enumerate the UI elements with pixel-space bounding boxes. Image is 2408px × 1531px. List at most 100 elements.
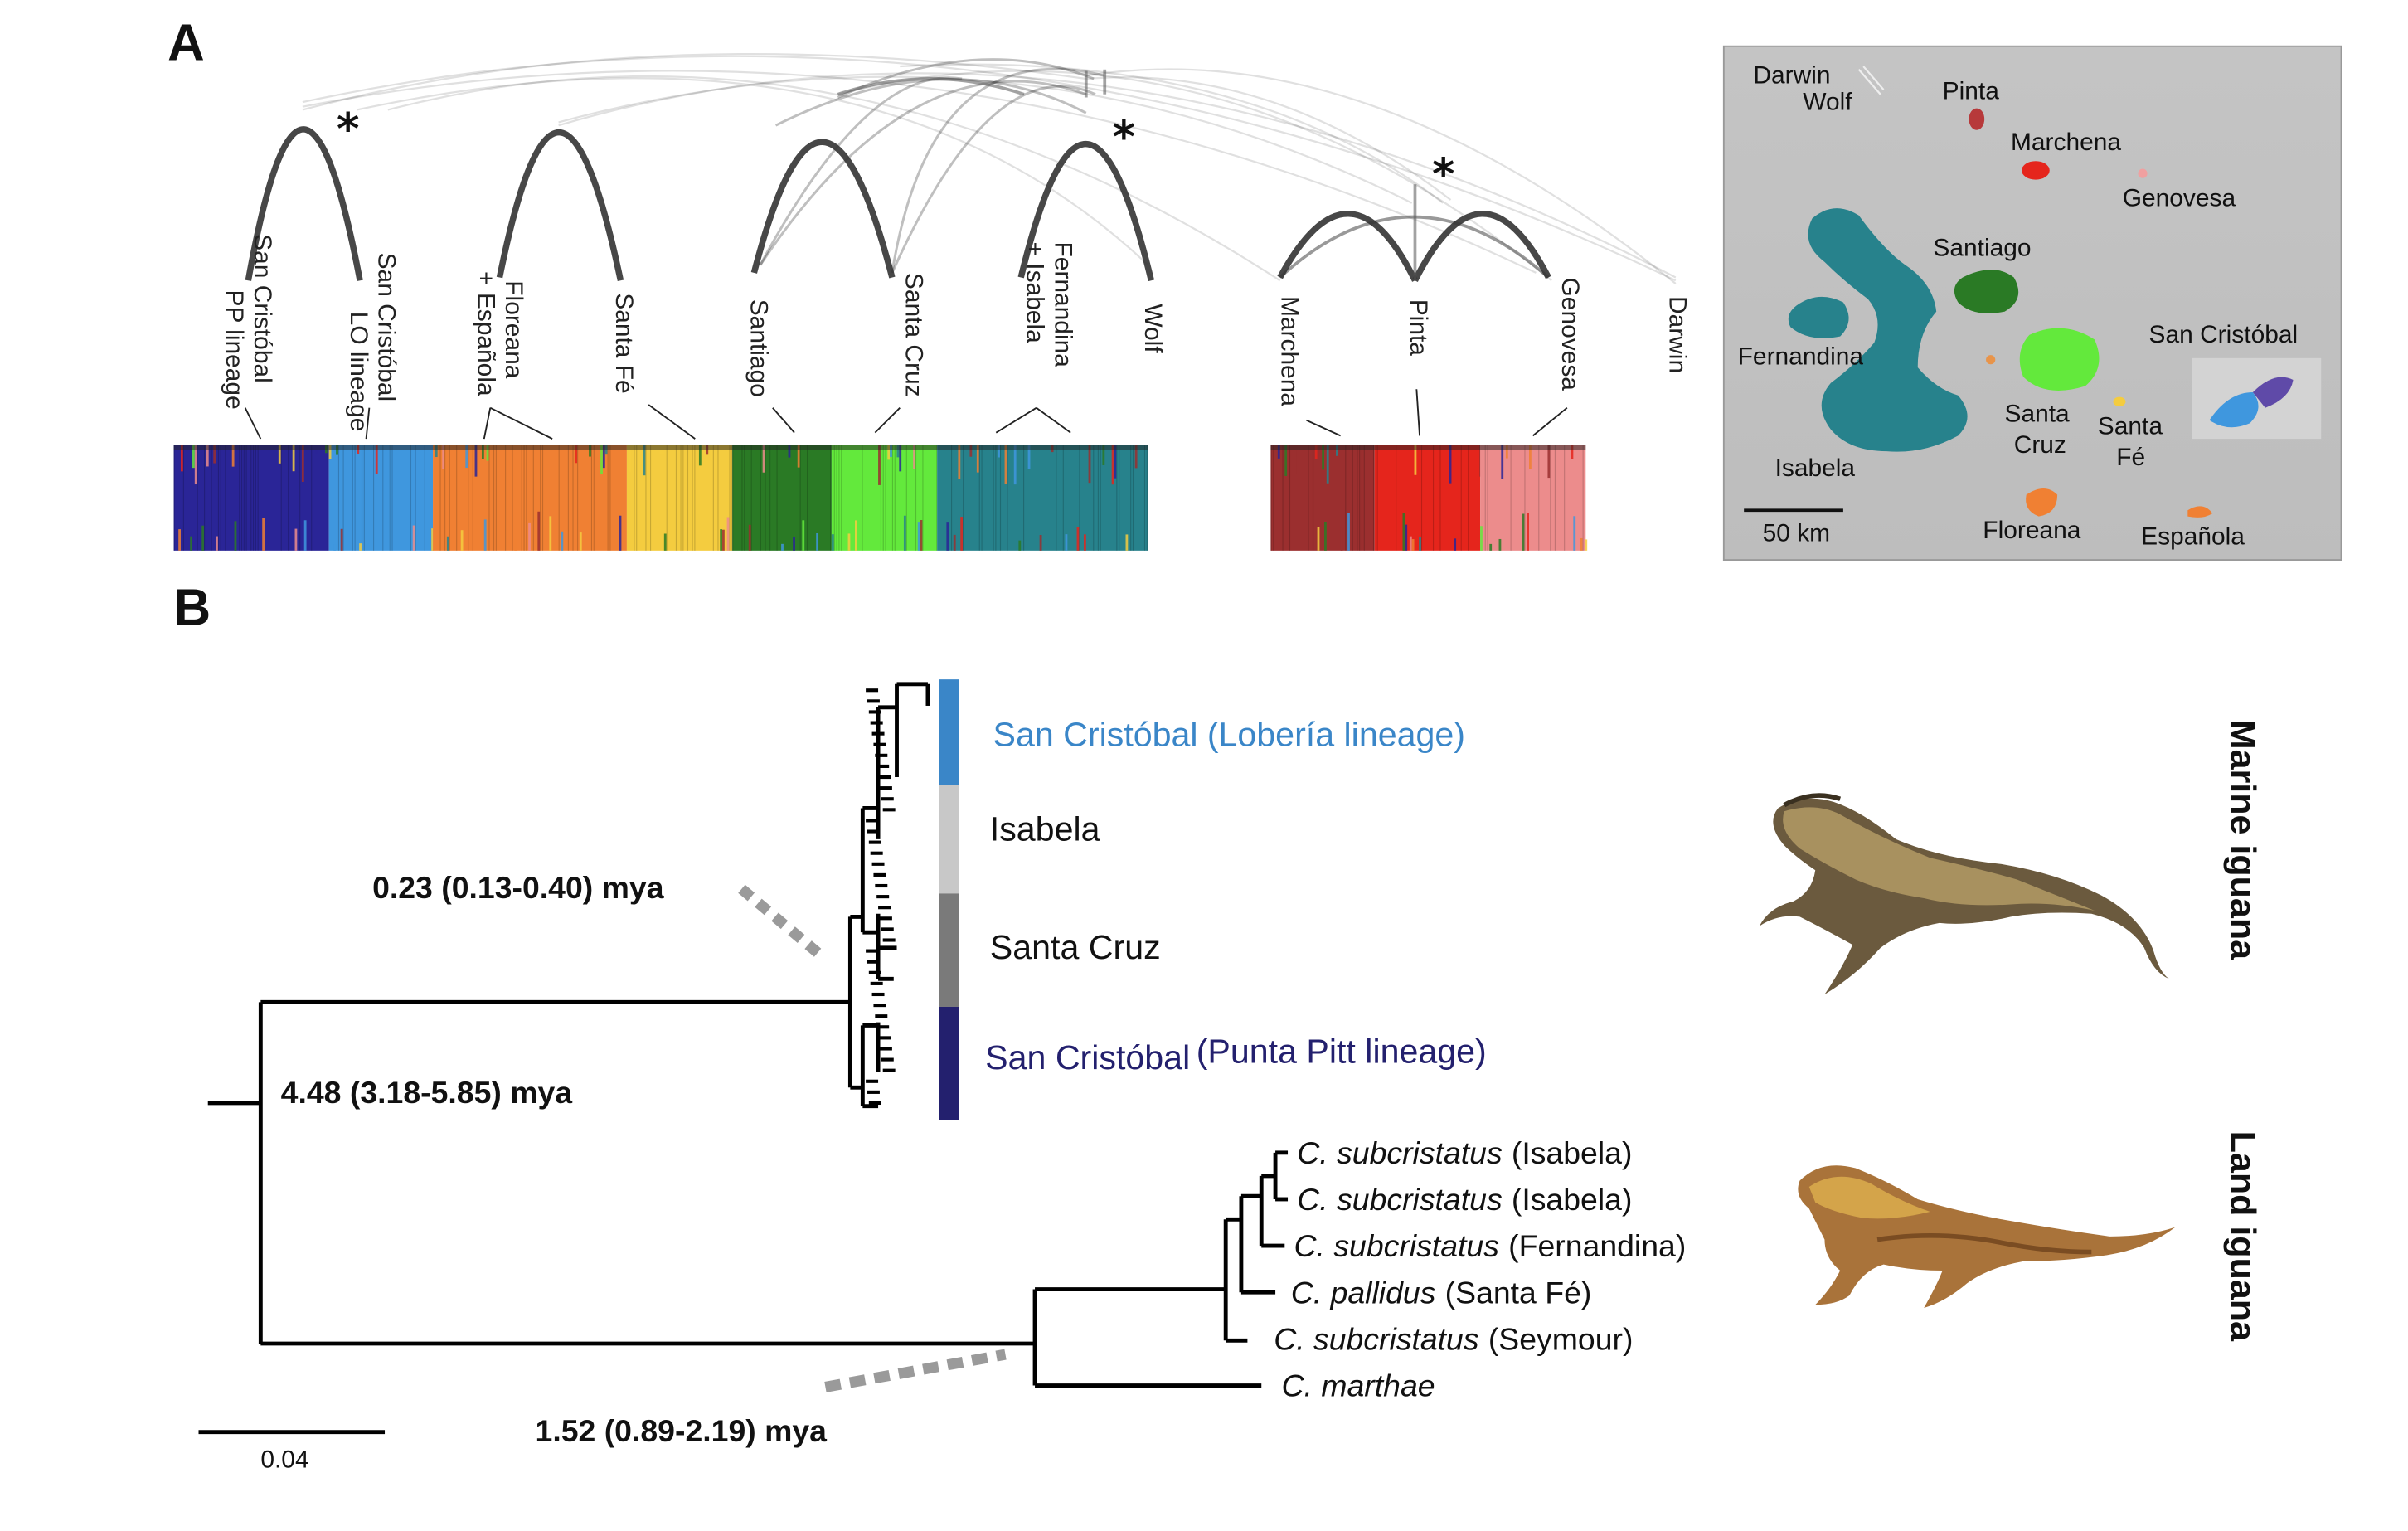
pop-label: Floreana [500, 280, 527, 378]
significance-star: * [337, 104, 359, 155]
admixture-stripe [528, 522, 531, 551]
admixture-stripe [1547, 445, 1551, 479]
admixture-stripe [1501, 445, 1504, 479]
admixture-stripe [1125, 534, 1129, 551]
structure-cap [328, 445, 434, 450]
individual-divider [838, 445, 840, 551]
admixture-stripe [629, 445, 632, 473]
structure-cap [626, 445, 733, 450]
admixture-stripe [1013, 445, 1017, 485]
clade-bar-punta-pitt [939, 1006, 959, 1120]
individual-divider [694, 445, 696, 551]
individual-divider [744, 445, 745, 551]
individual-divider [712, 445, 714, 551]
pop-label: Santiago [745, 299, 773, 397]
individual-divider [891, 445, 894, 551]
individual-divider [1130, 445, 1132, 551]
admixture-stripe [793, 537, 795, 551]
individual-divider [1460, 445, 1462, 551]
island-genovesa [2138, 168, 2148, 178]
admixture-stripe [1317, 527, 1320, 551]
individual-divider [389, 445, 391, 551]
admixture-stripe [748, 524, 751, 551]
individual-divider [1345, 445, 1347, 551]
admixture-stripe [1018, 540, 1022, 551]
land-taxa: C. subcristatus (Isabela) C. subcristatus… [1274, 1135, 1686, 1403]
individual-divider [687, 445, 689, 551]
individual-divider [1100, 445, 1101, 551]
admixture-stripe [589, 445, 591, 457]
admixture-stripe [946, 522, 949, 551]
admixture-stripe [663, 533, 667, 551]
admixture-stripe [1571, 445, 1574, 459]
admixture-stripe [359, 543, 362, 551]
individual-divider [255, 445, 256, 551]
admixture-stripe [1322, 445, 1325, 470]
admixture-stripe [816, 532, 819, 551]
admixture-stripe [231, 445, 235, 467]
admixture-stripe [301, 445, 304, 482]
admixture-stripe [854, 520, 857, 551]
clade-label-isabela: Isabela [990, 810, 1100, 848]
admixture-stripe [442, 445, 445, 469]
map-label-santa-fe-2: Fé [2116, 444, 2145, 471]
admixture-stripe [1573, 516, 1576, 551]
individual-divider [1524, 445, 1526, 551]
map-label-marchena: Marchena [2011, 129, 2121, 156]
individual-divider [1420, 445, 1423, 551]
individual-divider [540, 445, 541, 551]
admixture-stripe [333, 544, 337, 551]
individual-divider [505, 445, 507, 551]
individual-divider [978, 445, 980, 551]
map-label-santa-cruz-1: Santa [2005, 401, 2071, 428]
map-label-wolf: Wolf [1803, 88, 1852, 115]
admixture-stripe [234, 521, 237, 551]
admixture-stripe [953, 534, 956, 551]
individual-divider [523, 445, 525, 551]
population-labels: San Cristóbal PP lineage San Cristóbal L… [221, 234, 1691, 431]
individual-divider [1097, 445, 1099, 551]
admixture-stripe [303, 520, 307, 551]
individual-divider [741, 445, 743, 551]
individual-divider [636, 445, 638, 551]
individual-divider [288, 445, 289, 551]
individual-divider [806, 445, 808, 551]
taxon-label: C. subcristatus (Isabela) [1297, 1182, 1632, 1217]
map-label-floreana: Floreana [1983, 517, 2080, 544]
land-iguana-image [1798, 1165, 2176, 1308]
admixture-stripe [375, 445, 378, 474]
admixture-stripe [537, 511, 541, 551]
admixture-stripe [1409, 536, 1412, 551]
admixture-stripe [190, 536, 193, 551]
pop-label: Darwin [1663, 296, 1691, 373]
map-label-santa-cruz-2: Cruz [2014, 431, 2066, 459]
individual-divider [830, 445, 832, 551]
admixture-stripe [1277, 445, 1280, 459]
island-fernandina [1788, 296, 1849, 338]
structure-cap [831, 445, 938, 450]
label-connectors [244, 389, 1568, 440]
date-root: 4.48 (3.18-5.85) mya [281, 1075, 574, 1110]
individual-divider [1023, 445, 1025, 551]
individual-divider [799, 445, 801, 551]
admixture-stripe [1083, 534, 1086, 551]
individual-divider [609, 445, 611, 551]
admixture-stripe [481, 445, 484, 459]
individual-divider [243, 445, 245, 551]
individual-divider [1132, 445, 1134, 551]
structure-cap [433, 445, 627, 450]
pop-label: Pinta [1405, 299, 1432, 357]
individual-divider [299, 445, 301, 551]
individual-divider [915, 445, 917, 551]
individual-divider [1352, 445, 1353, 551]
individual-divider [526, 445, 527, 551]
admixture-stripe [720, 529, 723, 551]
island-pinta [1969, 108, 1985, 130]
individual-divider [493, 445, 495, 551]
admixture-stripe [1505, 445, 1508, 459]
island-santa-cruz [2019, 328, 2100, 391]
individual-divider [1468, 445, 1469, 551]
admixture-stripe [710, 445, 713, 461]
admixture-stripe [602, 445, 605, 469]
individual-divider [245, 445, 247, 551]
